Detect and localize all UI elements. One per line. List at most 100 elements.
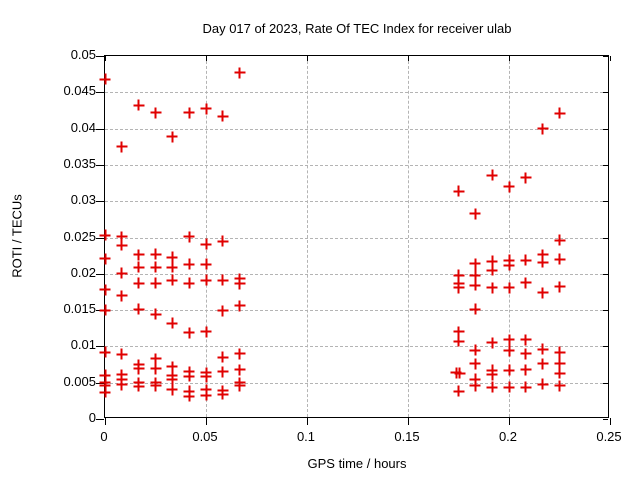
data-point — [217, 235, 229, 247]
data-point — [537, 287, 549, 299]
data-point — [469, 208, 481, 220]
y-tick-mark — [96, 273, 104, 275]
x-tick-mark — [509, 418, 510, 425]
data-point — [133, 380, 145, 392]
data-point — [200, 238, 212, 250]
data-point — [234, 364, 246, 376]
data-point — [453, 385, 464, 397]
x-tick-mark-mirror — [307, 56, 308, 61]
data-point — [217, 110, 229, 122]
y-tick-mark-mirror — [603, 201, 608, 203]
data-point — [537, 249, 549, 261]
data-point — [217, 274, 229, 286]
y-tick-label: 0 — [88, 410, 96, 425]
data-point — [116, 290, 128, 302]
data-point — [486, 264, 498, 276]
x-tick-mark — [206, 418, 207, 425]
data-point — [503, 334, 515, 346]
data-point — [520, 172, 532, 184]
data-point — [503, 181, 515, 193]
data-point — [150, 261, 161, 273]
data-point — [200, 326, 212, 338]
data-point — [99, 380, 111, 392]
data-point — [150, 308, 161, 320]
y-tick-mark-mirror — [603, 419, 608, 420]
x-tick-mark-mirror — [610, 56, 611, 61]
x-tick-mark-mirror — [408, 56, 409, 61]
data-point — [166, 384, 178, 396]
data-point — [166, 373, 178, 385]
data-point — [183, 231, 195, 243]
data-point — [234, 348, 246, 360]
data-point — [554, 281, 565, 293]
x-tick-mark-mirror — [105, 56, 106, 61]
x-tick-mark — [307, 418, 308, 425]
data-point — [166, 361, 178, 373]
y-tick-mark-mirror — [603, 346, 608, 348]
plot-area — [96, 55, 611, 425]
chart-title: Day 017 of 2023, Rate Of TEC Index for r… — [202, 21, 512, 36]
x-tick-mark-mirror — [206, 56, 207, 61]
y-tick-mark — [96, 346, 104, 348]
y-tick-mark — [96, 128, 104, 130]
data-point — [116, 348, 128, 360]
data-point — [200, 389, 212, 401]
grid-line-x — [307, 56, 308, 417]
data-point — [486, 255, 498, 267]
data-point — [133, 303, 145, 315]
y-tick-mark-mirror — [603, 56, 608, 57]
data-point — [486, 282, 498, 294]
data-point — [99, 304, 111, 316]
y-tick-mark-mirror — [603, 92, 608, 94]
y-tick-mark-mirror — [603, 164, 608, 166]
data-point — [133, 249, 145, 261]
data-point — [469, 279, 481, 291]
data-point — [200, 258, 212, 270]
data-point — [486, 369, 498, 381]
data-point — [234, 380, 246, 392]
x-tick-mark — [610, 418, 611, 425]
data-point — [99, 386, 111, 398]
x-tick-label: 0.1 — [296, 429, 316, 444]
data-point — [217, 305, 229, 317]
x-tick-label: 0.25 — [596, 429, 622, 444]
x-tick-label: 0 — [100, 429, 108, 444]
data-point — [166, 131, 178, 143]
data-point — [469, 344, 481, 356]
data-point — [520, 277, 532, 288]
data-point — [537, 343, 549, 355]
data-point — [503, 364, 515, 376]
y-tick-label: 0.035 — [63, 155, 96, 171]
data-point — [469, 358, 481, 370]
data-point — [234, 67, 246, 79]
data-point — [150, 380, 161, 392]
grid-line-x — [206, 56, 207, 417]
grid-line-y — [105, 346, 608, 348]
y-tick-label: 0.02 — [70, 264, 96, 280]
grid-line-y — [105, 273, 608, 275]
data-point — [520, 334, 532, 346]
data-point — [503, 345, 515, 357]
y-tick-label: 0.015 — [63, 301, 96, 317]
data-point — [554, 234, 565, 246]
data-point — [537, 256, 549, 268]
data-point — [554, 367, 565, 379]
data-point — [453, 282, 464, 294]
data-point — [469, 380, 481, 392]
data-point — [486, 169, 498, 181]
y-tick-label: 0.05 — [70, 47, 96, 62]
data-point — [116, 267, 128, 279]
y-tick-mark — [96, 237, 104, 239]
data-point — [454, 367, 466, 379]
data-point — [453, 269, 464, 281]
data-point — [554, 357, 565, 369]
data-point — [166, 251, 178, 263]
data-point — [469, 269, 481, 281]
x-tick-mark — [408, 418, 409, 425]
data-point — [183, 327, 195, 339]
data-point — [453, 185, 464, 197]
data-point — [99, 253, 111, 265]
data-point — [200, 274, 212, 286]
y-tick-mark-mirror — [603, 273, 608, 275]
